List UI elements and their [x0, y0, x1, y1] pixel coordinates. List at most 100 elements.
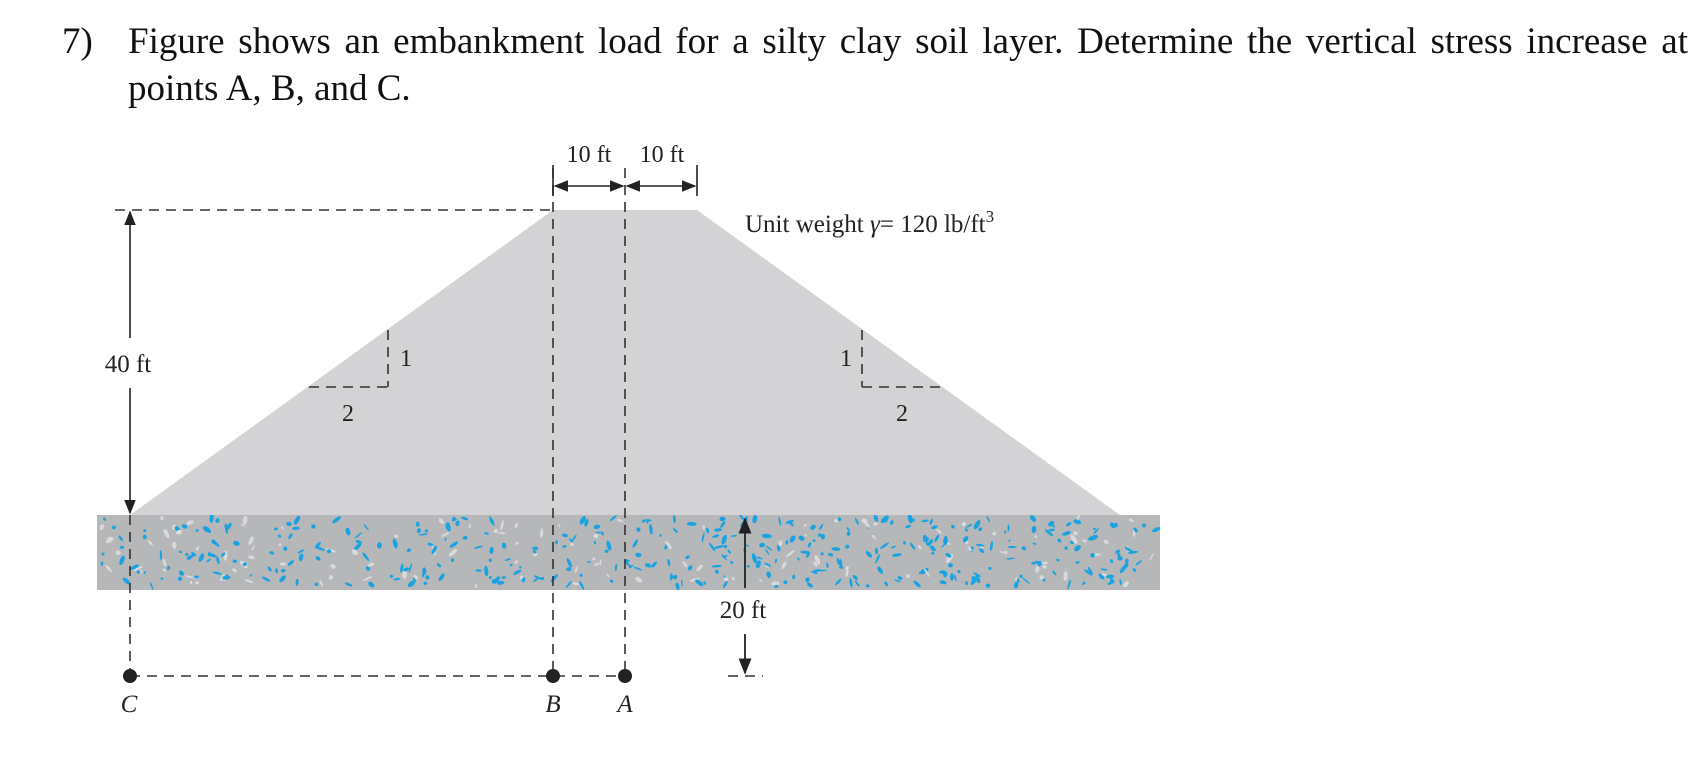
soil-speckle	[665, 540, 672, 550]
soil-speckle	[610, 515, 617, 522]
soil-speckle	[939, 580, 947, 585]
soil-speckle	[929, 518, 933, 525]
soil-speckle	[423, 581, 427, 586]
soil-speckle	[806, 551, 810, 558]
soil-speckle	[719, 516, 726, 522]
soil-speckle	[115, 550, 121, 555]
soil-speckle	[555, 540, 558, 545]
point-a-dot	[618, 669, 632, 683]
soil-speckle	[330, 563, 336, 569]
soil-speckle	[448, 548, 458, 557]
soil-speckle	[883, 518, 888, 523]
soil-speckle	[100, 561, 104, 566]
soil-speckle	[1133, 527, 1138, 533]
point-c-dot	[123, 669, 137, 683]
soil-speckle	[905, 524, 912, 529]
point-c-label: C	[121, 691, 138, 718]
soil-speckle	[934, 534, 940, 543]
soil-speckle	[278, 543, 282, 547]
soil-speckle	[986, 515, 991, 523]
soil-speckle	[1074, 545, 1081, 552]
soil-speckle	[540, 576, 545, 581]
soil-speckle	[606, 573, 610, 578]
soil-speckle	[633, 566, 643, 571]
soil-speckle	[455, 520, 460, 527]
soil-speckle	[989, 540, 994, 552]
soil-speckle	[755, 560, 761, 569]
soil-speckle	[311, 524, 316, 529]
soil-speckle	[854, 580, 860, 587]
soil-speckle	[198, 553, 205, 562]
soil-speckle	[715, 569, 719, 574]
soil-speckle	[1021, 577, 1031, 585]
soil-speckle	[1132, 567, 1137, 572]
soil-speckle	[206, 558, 211, 563]
soil-speckle	[451, 518, 458, 522]
soil-speckle	[248, 555, 255, 560]
soil-speckle	[746, 544, 749, 547]
soil-speckle	[907, 514, 913, 524]
soil-speckle	[873, 522, 878, 526]
soil-speckle	[501, 542, 507, 549]
soil-speckle	[207, 553, 217, 558]
soil-speckle	[929, 545, 936, 552]
soil-speckle	[473, 545, 484, 549]
soil-speckle	[964, 528, 968, 532]
soil-speckle	[105, 564, 113, 573]
soil-speckle	[558, 523, 561, 528]
soil-speckles	[99, 513, 1161, 591]
soil-speckle	[242, 562, 247, 567]
soil-speckle	[579, 515, 586, 525]
soil-speckle	[792, 574, 796, 580]
soil-speckle	[326, 549, 332, 554]
soil-speckle	[1142, 523, 1146, 528]
soil-speckle	[1073, 531, 1078, 536]
soil-speckle	[1067, 579, 1071, 590]
soil-speckle	[1056, 558, 1060, 562]
soil-speckle	[925, 541, 928, 546]
soil-speckle	[345, 527, 351, 536]
soil-speckle	[957, 569, 961, 574]
soil-speckle	[1057, 538, 1062, 543]
soil-speckle	[761, 533, 772, 539]
soil-speckle	[1100, 568, 1108, 571]
soil-speckle	[484, 565, 489, 577]
soil-speckle	[667, 558, 671, 567]
soil-speckle	[965, 524, 973, 528]
soil-speckle	[600, 531, 604, 536]
soil-speckle	[1031, 561, 1037, 565]
soil-speckle	[497, 580, 505, 585]
soil-speckle	[875, 554, 880, 564]
soil-speckle	[232, 559, 237, 564]
soil-speckle	[897, 576, 903, 580]
soil-speckle	[592, 557, 596, 561]
soil-speckle	[572, 582, 579, 586]
soil-speckle	[298, 553, 304, 562]
soil-speckle	[636, 527, 641, 532]
soil-speckle	[1093, 528, 1099, 535]
soil-speckle	[279, 562, 286, 566]
soil-speckle	[376, 542, 382, 549]
soil-speckle	[1037, 560, 1042, 567]
soil-speckle	[249, 573, 253, 577]
soil-speckle	[783, 580, 788, 585]
soil-speckle	[629, 565, 634, 569]
soil-speckle	[413, 576, 416, 583]
soil-speckle	[142, 534, 147, 540]
soil-speckle	[286, 521, 292, 526]
soil-speckle	[854, 517, 859, 526]
soil-speckle	[803, 523, 808, 527]
top-dim-right-label: 10 ft	[640, 142, 685, 168]
soil-speckle	[593, 524, 601, 530]
soil-speckle	[649, 524, 653, 535]
soil-speckle	[947, 541, 951, 546]
soil-speckle	[354, 532, 363, 539]
soil-speckle	[447, 523, 451, 532]
soil-speckle	[280, 568, 286, 573]
soil-speckle	[579, 573, 583, 577]
soil-speckle	[1034, 535, 1038, 538]
soil-speckle	[279, 575, 286, 583]
soil-speckle	[903, 540, 906, 545]
soil-speckle	[211, 539, 216, 544]
